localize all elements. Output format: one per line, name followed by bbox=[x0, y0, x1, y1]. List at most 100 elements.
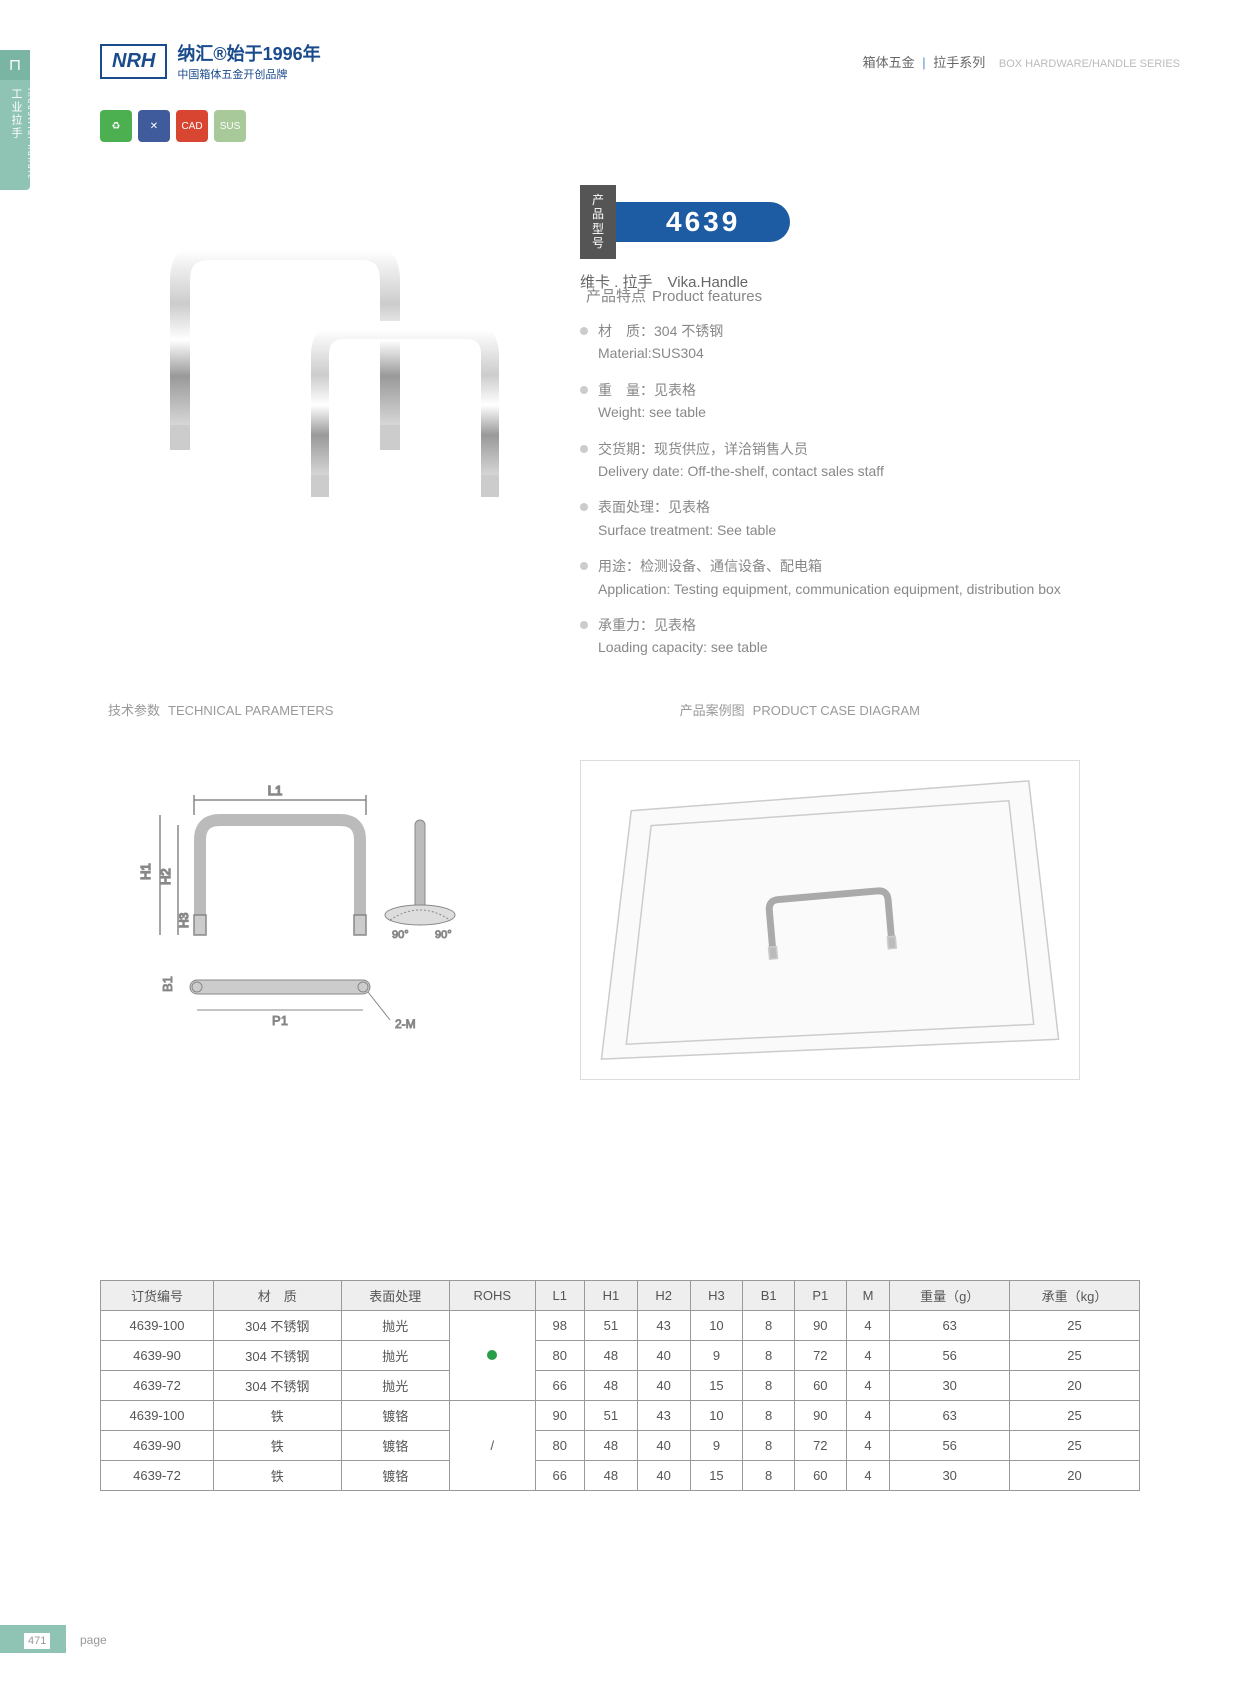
feature-item: 交货期：现货供应，详洽销售人员Delivery date: Off-the-sh… bbox=[580, 438, 1080, 483]
feature-item: 材 质：304 不锈钢Material:SUS304 bbox=[580, 320, 1080, 365]
table-cell: 90 bbox=[794, 1401, 846, 1431]
table-cell: 4 bbox=[846, 1311, 890, 1341]
table-cell: 63 bbox=[890, 1401, 1010, 1431]
technical-diagram: L1 H1 H2 H3 90° 90° P1 B1 2-M bbox=[100, 760, 520, 1080]
table-row: 4639-72铁镀铬6648401586043020 bbox=[101, 1461, 1140, 1491]
table-cell: 90 bbox=[535, 1401, 584, 1431]
cad-icon: CAD bbox=[176, 110, 208, 142]
badges: ♻ ✕ CAD SUS bbox=[100, 110, 246, 142]
page-number: 471 bbox=[0, 1625, 66, 1653]
table-cell: 10 bbox=[690, 1401, 743, 1431]
table-cell: 72 bbox=[794, 1341, 846, 1371]
table-cell: 4 bbox=[846, 1431, 890, 1461]
breadcrumb: 箱体五金 | 拉手系列 BOX HARDWARE/HANDLE SERIES bbox=[863, 52, 1180, 71]
table-header: M bbox=[846, 1281, 890, 1311]
table-row: 4639-100304 不锈钢抛光9851431089046325 bbox=[101, 1311, 1140, 1341]
table-cell: 40 bbox=[637, 1371, 690, 1401]
table-header: B1 bbox=[743, 1281, 795, 1311]
svg-text:L1: L1 bbox=[268, 783, 282, 798]
table-cell: 4639-72 bbox=[101, 1461, 214, 1491]
table-cell: 25 bbox=[1010, 1401, 1140, 1431]
table-cell: 8 bbox=[743, 1431, 795, 1461]
table-cell: 8 bbox=[743, 1371, 795, 1401]
table-cell: 25 bbox=[1010, 1311, 1140, 1341]
header: NRH 纳汇®始于1996年 中国箱体五金开创品牌 箱体五金 | 拉手系列 BO… bbox=[100, 40, 1180, 82]
table-cell: 80 bbox=[535, 1341, 584, 1371]
table-cell bbox=[449, 1311, 535, 1401]
table-cell: 98 bbox=[535, 1311, 584, 1341]
table-cell: 304 不锈钢 bbox=[213, 1311, 341, 1341]
model-block: 产品型号 4639 维卡 . 拉手 Vika.Handle bbox=[580, 185, 790, 292]
svg-text:90°: 90° bbox=[392, 929, 409, 941]
table-cell: 9 bbox=[690, 1431, 743, 1461]
table-cell: 铁 bbox=[213, 1461, 341, 1491]
table-cell: 抛光 bbox=[341, 1311, 449, 1341]
features: 产品特点Product features 材 质：304 不锈钢Material… bbox=[580, 285, 1080, 673]
table-cell: 20 bbox=[1010, 1461, 1140, 1491]
eco-icon: ♻ bbox=[100, 110, 132, 142]
feature-item: 表面处理：见表格Surface treatment: See table bbox=[580, 496, 1080, 541]
svg-text:P1: P1 bbox=[272, 1013, 288, 1028]
table-cell: 20 bbox=[1010, 1371, 1140, 1401]
table-row: 4639-72304 不锈钢抛光6648401586043020 bbox=[101, 1371, 1140, 1401]
feature-item: 重 量：见表格Weight: see table bbox=[580, 379, 1080, 424]
side-tab: ⊓ 工业拉手Industrial handle bbox=[0, 50, 30, 190]
features-title: 产品特点Product features bbox=[580, 285, 1080, 306]
table-cell: 15 bbox=[690, 1461, 743, 1491]
table-cell: 43 bbox=[637, 1401, 690, 1431]
tools-icon: ✕ bbox=[138, 110, 170, 142]
section-titles: 技术参数TECHNICAL PARAMETERS 产品案例图PRODUCT CA… bbox=[100, 700, 1180, 719]
table-cell: 51 bbox=[584, 1311, 637, 1341]
case-diagram bbox=[580, 760, 1080, 1080]
table-cell: 4 bbox=[846, 1371, 890, 1401]
table-cell: 51 bbox=[584, 1401, 637, 1431]
table-cell: 4639-100 bbox=[101, 1311, 214, 1341]
page-label: page bbox=[80, 1633, 107, 1647]
table-cell: 4639-90 bbox=[101, 1341, 214, 1371]
table-cell: 铁 bbox=[213, 1401, 341, 1431]
table-header: L1 bbox=[535, 1281, 584, 1311]
table-cell: 66 bbox=[535, 1371, 584, 1401]
table-cell: 56 bbox=[890, 1431, 1010, 1461]
svg-text:H1: H1 bbox=[138, 863, 153, 880]
table-row: 4639-90304 不锈钢抛光804840987245625 bbox=[101, 1341, 1140, 1371]
table-cell: 304 不锈钢 bbox=[213, 1341, 341, 1371]
table-row: 4639-90铁镀铬804840987245625 bbox=[101, 1431, 1140, 1461]
case-title: 产品案例图PRODUCT CASE DIAGRAM bbox=[672, 700, 920, 719]
table-cell: 304 不锈钢 bbox=[213, 1371, 341, 1401]
table-cell: 40 bbox=[637, 1341, 690, 1371]
side-tab-label: 工业拉手Industrial handle bbox=[0, 80, 44, 189]
svg-text:2-M: 2-M bbox=[395, 1017, 416, 1031]
table-cell: 15 bbox=[690, 1371, 743, 1401]
logo-mark: NRH bbox=[100, 44, 167, 79]
table-cell: 镀铬 bbox=[341, 1401, 449, 1431]
table-cell: 25 bbox=[1010, 1341, 1140, 1371]
svg-text:H3: H3 bbox=[177, 912, 191, 928]
product-image bbox=[130, 190, 530, 550]
logo-line1: 纳汇®始于1996年 bbox=[177, 40, 320, 66]
params-table: 订货编号材 质表面处理ROHSL1H1H2H3B1P1M重量（g）承重（kg） … bbox=[100, 1280, 1140, 1491]
table-cell: 9 bbox=[690, 1341, 743, 1371]
model-number: 4639 bbox=[616, 202, 790, 242]
model-label: 产品型号 bbox=[580, 185, 616, 259]
table-row: 4639-100铁镀铬/9051431089046325 bbox=[101, 1401, 1140, 1431]
table-header: H1 bbox=[584, 1281, 637, 1311]
table-cell: 80 bbox=[535, 1431, 584, 1461]
table-header: 重量（g） bbox=[890, 1281, 1010, 1311]
feature-item: 用途：检测设备、通信设备、配电箱Application: Testing equ… bbox=[580, 555, 1080, 600]
table-cell: 4 bbox=[846, 1401, 890, 1431]
table-cell: 56 bbox=[890, 1341, 1010, 1371]
handle-icon: ⊓ bbox=[0, 50, 30, 80]
table-cell: 抛光 bbox=[341, 1371, 449, 1401]
table-header: 表面处理 bbox=[341, 1281, 449, 1311]
table-cell: 25 bbox=[1010, 1431, 1140, 1461]
table-cell: 8 bbox=[743, 1341, 795, 1371]
table-cell: 63 bbox=[890, 1311, 1010, 1341]
table-cell: 60 bbox=[794, 1371, 846, 1401]
table-header: 订货编号 bbox=[101, 1281, 214, 1311]
table-header: H2 bbox=[637, 1281, 690, 1311]
table-cell: 4639-90 bbox=[101, 1431, 214, 1461]
table-cell: 40 bbox=[637, 1461, 690, 1491]
table-header: H3 bbox=[690, 1281, 743, 1311]
table-cell: 4639-100 bbox=[101, 1401, 214, 1431]
